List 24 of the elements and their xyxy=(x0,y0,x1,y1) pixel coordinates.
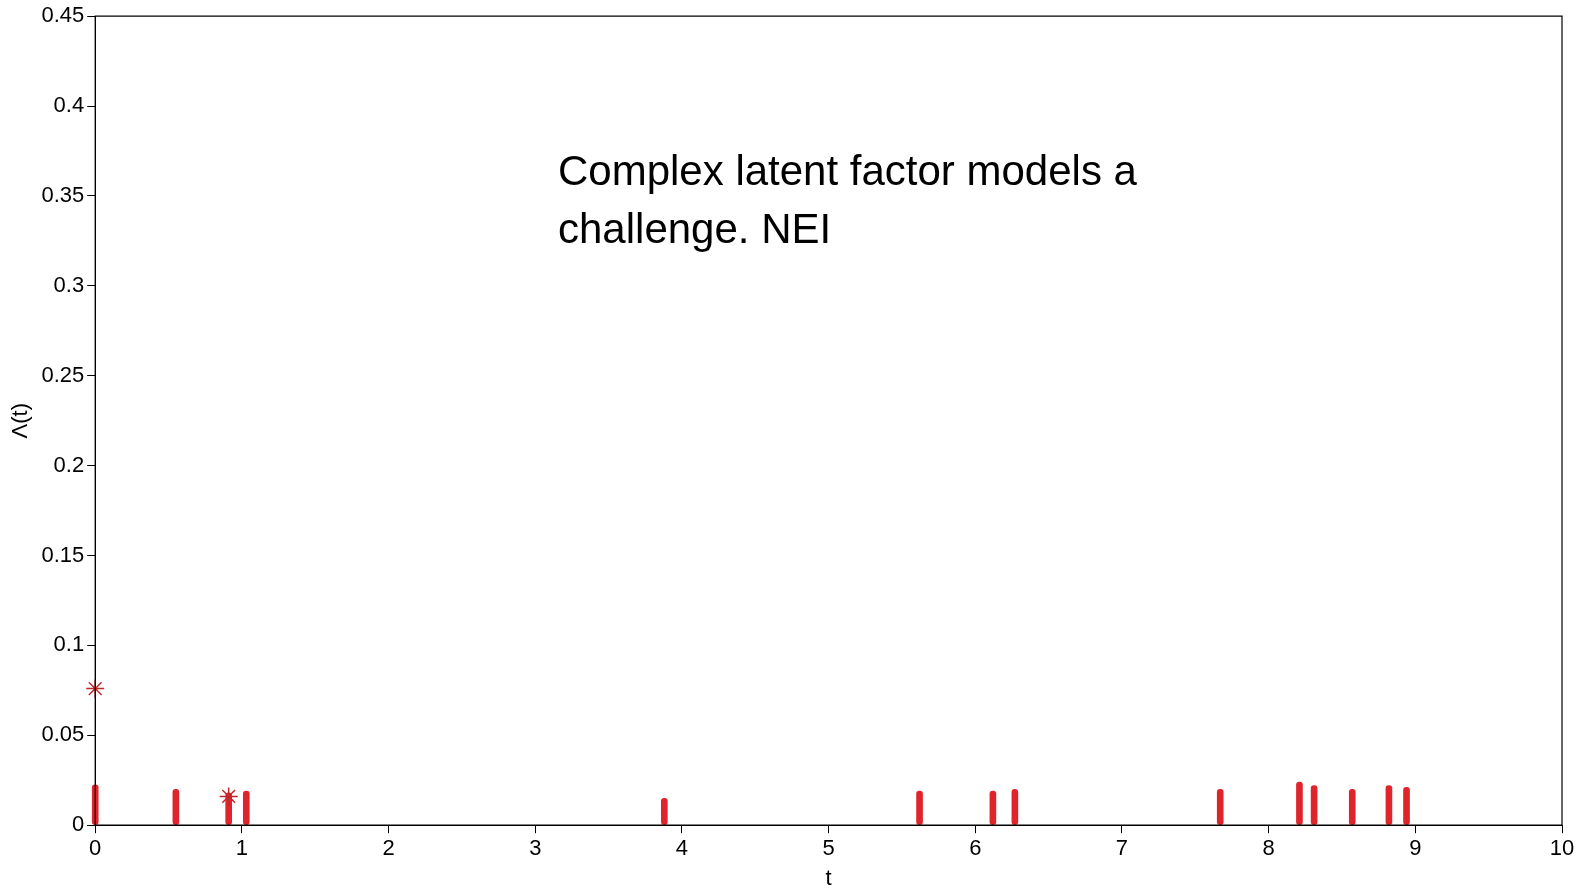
y-tick-label: 0.25 xyxy=(41,361,85,387)
y-tick-label: 0.15 xyxy=(41,541,85,567)
x-tick-label: 9 xyxy=(1409,835,1422,861)
y-axis-title: Λ(t) xyxy=(7,402,33,439)
x-tick-label: 7 xyxy=(1115,835,1129,861)
x-tick-label: 10 xyxy=(1549,835,1575,861)
y-tick-label: 0.2 xyxy=(53,451,85,477)
y-tick-label: 0.3 xyxy=(53,271,85,297)
x-tick-label: 5 xyxy=(822,835,835,861)
x-tick-label: 1 xyxy=(235,835,249,861)
x-tick-label: 2 xyxy=(382,835,395,861)
x-tick-label: 0 xyxy=(89,835,102,861)
x-tick-label: 8 xyxy=(1262,835,1275,861)
x-tick-label: 3 xyxy=(529,835,542,861)
x-tick-label: 4 xyxy=(675,835,689,861)
y-tick-label: 0.45 xyxy=(41,2,85,28)
y-tick-label: 0.35 xyxy=(41,182,85,208)
y-tick-label: 0 xyxy=(71,811,85,837)
x-tick-label: 6 xyxy=(969,835,982,861)
annotation: Complex latent factor models a challenge. NEI xyxy=(558,146,1138,254)
y-tick-label: 0.4 xyxy=(53,92,85,118)
y-tick-label: 0.1 xyxy=(53,631,85,657)
y-tick-label: 0.05 xyxy=(41,721,85,747)
x-axis-title: t xyxy=(825,864,832,890)
